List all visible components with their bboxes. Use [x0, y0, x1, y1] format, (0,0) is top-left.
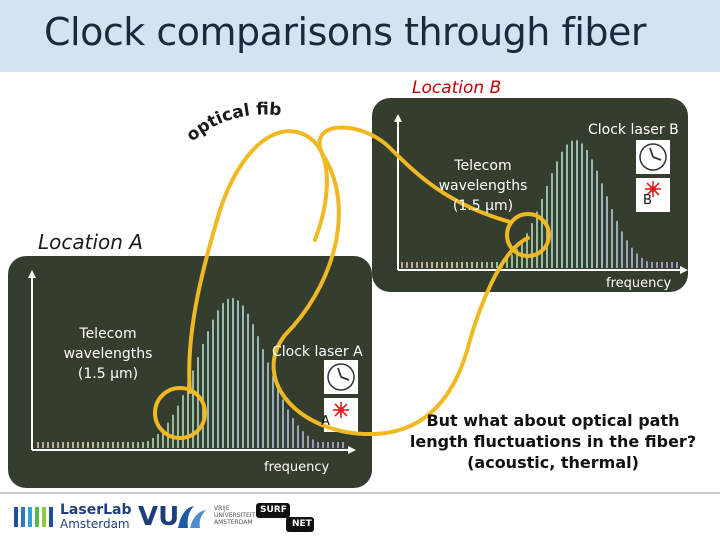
fiber-label: optical fiber — [0, 0, 282, 146]
vu-sub-line1: VRIJE — [214, 505, 230, 512]
location-b-label: Location B — [412, 78, 502, 98]
clock-a-icon — [324, 360, 358, 394]
laserlab-logo-text: LaserLab Amsterdam — [60, 503, 132, 531]
panel-a-axes — [31, 276, 352, 451]
laser-b-icon — [636, 178, 670, 212]
panel-a-clock-laser-label: Clock laser A — [272, 344, 363, 360]
panel-b-y-arrow — [394, 114, 402, 122]
panel-b-telecom-line2: wavelengths — [438, 178, 528, 194]
question-line2: length fluctuations in the fiber? — [409, 432, 697, 451]
panel-a-telecom-line3: (1.5 µm) — [77, 366, 139, 382]
vu-logo-mark: VU — [138, 502, 180, 532]
panel-a-y-arrow — [28, 270, 36, 278]
fiber-endpoint-b-marker — [505, 212, 551, 258]
vu-sub-line2: UNIVERSITEIT — [214, 512, 256, 519]
panel-a-frequency-label: frequency — [264, 460, 330, 475]
vu-logo-emblem — [178, 506, 206, 528]
panel-b-telecom-line3: (1.5 µm) — [452, 198, 514, 214]
panel-b-x-arrow — [680, 266, 688, 274]
clock-b-icon — [636, 140, 670, 174]
panel-b-axes — [397, 120, 685, 271]
slide-title: Clock comparisons through fiber — [44, 10, 647, 54]
laserlab-city: Amsterdam — [60, 517, 130, 531]
laserlab-name: LaserLab — [60, 502, 132, 518]
laser-a-icon — [324, 398, 358, 432]
panel-a-x-arrow — [348, 446, 356, 454]
panel-a-telecom-label: Telecom wavelengths (1.5 µm) — [56, 324, 160, 384]
question-line1: But what about optical path — [426, 411, 680, 430]
vu-logo-subtext: VRIJE UNIVERSITEIT AMSTERDAM — [214, 505, 255, 526]
surfnet-top-text: SURF — [260, 505, 287, 515]
laser-b-letter: B — [643, 193, 652, 208]
surfnet-bottom-text: NET — [292, 519, 312, 529]
panel-b-frequency-label: frequency — [606, 276, 672, 291]
panel-location-b — [372, 98, 688, 292]
panel-b-clock-laser-label: Clock laser B — [588, 122, 679, 138]
fluctuation-question: But what about optical path length fluct… — [408, 410, 698, 473]
location-a-label: Location A — [38, 230, 143, 254]
title-bar — [0, 0, 720, 72]
laser-a-letter: A — [321, 414, 330, 429]
vu-sub-line3: AMSTERDAM — [214, 519, 253, 526]
panel-a-telecom-line2: wavelengths — [63, 346, 153, 362]
panel-b-telecom-line1: Telecom — [454, 158, 512, 174]
surfnet-logo-shapes — [256, 503, 314, 532]
panel-b-frequency-comb — [401, 140, 678, 268]
laserlab-logo-bars — [14, 507, 53, 527]
optical-fiber — [187, 125, 530, 437]
panel-a-frequency-comb — [37, 298, 344, 448]
panel-b-telecom-label: Telecom wavelengths (1.5 µm) — [430, 156, 536, 216]
fiber-endpoint-a-marker — [153, 386, 207, 440]
footer-divider — [0, 492, 720, 494]
question-line3: (acoustic, thermal) — [467, 453, 639, 472]
panel-a-telecom-line1: Telecom — [79, 326, 137, 342]
